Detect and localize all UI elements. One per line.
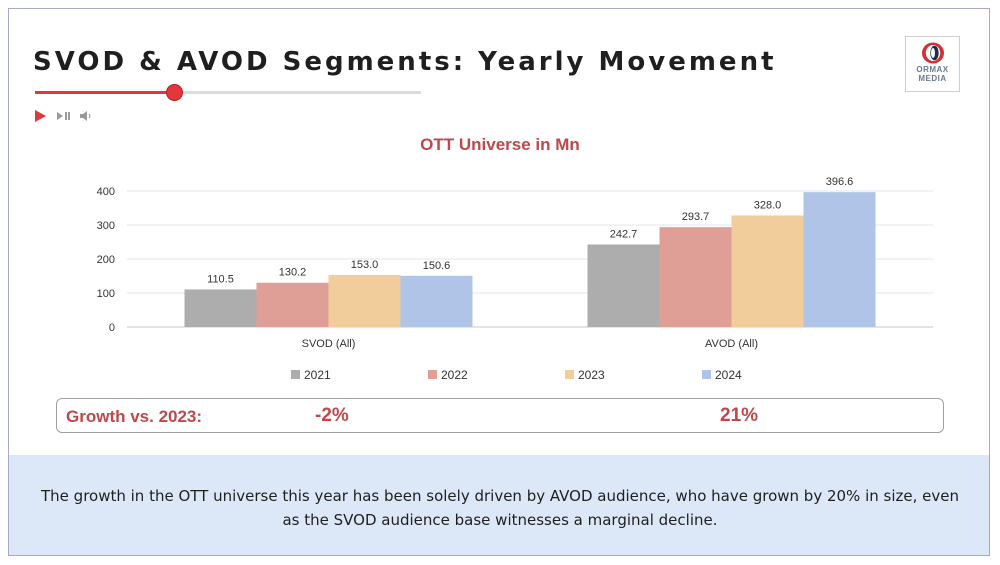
bar xyxy=(328,274,401,327)
data-label: 396.6 xyxy=(826,176,854,188)
logo-line-2: MEDIA xyxy=(918,74,947,83)
legend-label: 2022 xyxy=(441,368,468,382)
legend-label: 2023 xyxy=(578,368,605,382)
legend-label: 2021 xyxy=(304,368,331,382)
growth-label: Growth vs. 2023: xyxy=(66,407,203,426)
data-label: 150.6 xyxy=(423,260,451,272)
ormax-logo-mark xyxy=(921,42,944,64)
bar-chart: 0 100 200 300 400 110.5 130.2 153.0 150.6 SVOD (A… xyxy=(97,176,933,382)
legend-swatch xyxy=(565,370,574,379)
y-tick-label: 200 xyxy=(97,254,115,266)
progress-fill xyxy=(35,91,174,94)
data-label: 328.0 xyxy=(754,199,782,211)
legend-label: 2024 xyxy=(715,368,742,382)
growth-box: Growth vs. 2023: -2% 21% xyxy=(56,398,944,433)
bar xyxy=(731,215,804,327)
legend-swatch xyxy=(291,370,300,379)
play-icon[interactable] xyxy=(33,109,47,123)
skip-next-icon[interactable] xyxy=(55,110,71,122)
category-label: SVOD (All) xyxy=(302,338,356,350)
volume-icon[interactable] xyxy=(79,110,93,122)
data-label: 153.0 xyxy=(351,259,379,271)
bar xyxy=(184,289,257,327)
bar xyxy=(256,282,329,327)
slide-title: SVOD & AVOD Segments: Yearly Movement xyxy=(33,47,777,77)
progress-knob[interactable] xyxy=(165,84,183,101)
data-label: 130.2 xyxy=(279,267,307,279)
growth-value-avod: 21% xyxy=(720,405,759,426)
logo-line-1: ORMAX xyxy=(916,65,949,74)
data-label: 242.7 xyxy=(610,228,638,240)
data-label: 110.5 xyxy=(207,273,234,285)
bar xyxy=(659,227,732,327)
y-tick-label: 0 xyxy=(109,322,115,334)
progress-track[interactable] xyxy=(35,84,421,101)
chart-title: OTT Universe in Mn xyxy=(420,135,580,154)
summary-text: The growth in the OTT universe this year… xyxy=(41,487,959,529)
growth-value-svod: -2% xyxy=(315,405,349,426)
bar xyxy=(803,192,876,327)
summary-footer: The growth in the OTT universe this year… xyxy=(9,455,989,555)
legend-swatch xyxy=(702,370,711,379)
ormax-media-logo: ORMAX MEDIA xyxy=(905,36,960,92)
bar xyxy=(587,244,660,327)
y-tick-label: 400 xyxy=(97,186,115,198)
bar xyxy=(400,275,473,327)
y-tick-label: 300 xyxy=(97,220,115,232)
category-label: AVOD (All) xyxy=(705,338,758,350)
slide-frame: SVOD & AVOD Segments: Yearly Movement OR… xyxy=(8,8,990,556)
y-tick-label: 100 xyxy=(97,288,115,300)
data-label: 293.7 xyxy=(682,211,710,223)
legend-swatch xyxy=(428,370,437,379)
media-controls xyxy=(33,109,93,123)
